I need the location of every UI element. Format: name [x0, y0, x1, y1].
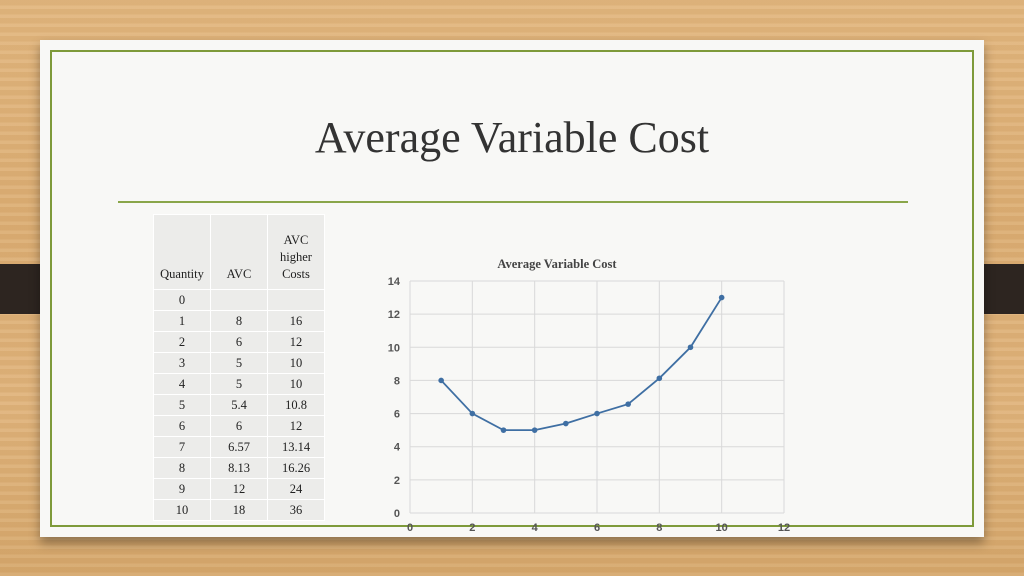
data-point [625, 401, 631, 407]
table-cell: 7 [153, 436, 211, 458]
table-cell: 6 [153, 415, 211, 437]
header-avc: AVC [210, 214, 268, 290]
y-tick-label: 10 [388, 342, 400, 354]
table-cell [267, 289, 325, 311]
table-cell: 8 [210, 310, 268, 332]
table-cell: 12 [210, 478, 268, 500]
data-point [438, 377, 444, 384]
table-cell: 16.26 [267, 457, 325, 479]
y-tick-label: 2 [394, 475, 400, 487]
series-line [440, 297, 723, 432]
x-tick-label: 0 [407, 522, 413, 534]
table-cell: 4 [153, 373, 211, 395]
table-cell: 16 [267, 310, 325, 332]
table-row: 4 5 10 [153, 373, 325, 395]
table-row: 10 18 36 [153, 499, 325, 521]
data-point [687, 344, 694, 351]
table-cell: 12 [267, 415, 325, 437]
data-point [656, 375, 663, 382]
table-cell: 12 [267, 331, 325, 353]
chart-grid [409, 280, 785, 514]
data-table: Quantity AVC AVC higher Costs 0 1 8 16 2 6 12 3 5 1… [153, 214, 325, 521]
slide: Average Variable Cost Quantity AVC AVC hi… [40, 40, 984, 537]
x-tick-label: 8 [656, 522, 662, 534]
data-point [718, 294, 725, 301]
x-tick-label: 12 [778, 522, 790, 534]
y-tick-label: 12 [388, 309, 400, 321]
table-cell: 9 [153, 478, 211, 500]
table-cell: 36 [267, 499, 325, 521]
table-cell: 6.57 [210, 436, 268, 458]
table-cell: 13.14 [267, 436, 325, 458]
table-row: 5 5.4 10.8 [153, 394, 325, 416]
y-tick-label: 14 [388, 276, 401, 288]
table-cell: 8.13 [210, 457, 268, 479]
table-cell: 2 [153, 331, 211, 353]
table-header-row: Quantity AVC AVC higher Costs [153, 214, 325, 290]
table-row: 0 [153, 289, 325, 311]
x-tick-label: 6 [594, 522, 600, 534]
header-quantity: Quantity [153, 214, 211, 290]
table-row: 8 8.13 16.26 [153, 457, 325, 479]
y-tick-label: 0 [394, 508, 400, 520]
chart-axis-labels: 0 2 4 6 8 10 12 14 0 2 4 6 8 10 12 [388, 276, 790, 534]
table-cell: 10 [153, 499, 211, 521]
data-point [469, 410, 476, 417]
table-cell: 1 [153, 310, 211, 332]
table-row: 6 6 12 [153, 415, 325, 437]
header-avc-higher-costs: AVC higher Costs [267, 214, 325, 290]
table-row: 2 6 12 [153, 331, 325, 353]
chart-series [438, 294, 725, 433]
x-tick-label: 4 [532, 522, 539, 534]
table-cell: 5 [210, 352, 268, 374]
data-point [563, 420, 569, 427]
table-cell: 5 [210, 373, 268, 395]
table-cell: 10.8 [267, 394, 325, 416]
y-tick-label: 6 [394, 409, 400, 421]
data-point [500, 427, 507, 433]
table-row: 7 6.57 13.14 [153, 436, 325, 458]
data-point [531, 427, 538, 433]
table-cell: 10 [267, 352, 325, 374]
table-row: 9 12 24 [153, 478, 325, 500]
table-cell: 10 [267, 373, 325, 395]
table-cell: 18 [210, 499, 268, 521]
title-divider [118, 201, 908, 203]
y-tick-label: 8 [394, 375, 400, 387]
y-tick-label: 4 [394, 442, 401, 454]
table-row: 1 8 16 [153, 310, 325, 332]
data-point [594, 410, 600, 417]
avc-chart: Average Variable Cost 0 2 4 6 8 10 12 14 0 2 4 6 8 10… [388, 257, 790, 534]
slide-border [50, 50, 974, 527]
table-cell: 6 [210, 331, 268, 353]
table-cell: 3 [153, 352, 211, 374]
slide-title: Average Variable Cost [314, 113, 710, 162]
table-cell: 24 [267, 478, 325, 500]
table-cell: 6 [210, 415, 268, 437]
chart-title: Average Variable Cost [497, 257, 617, 271]
table-cell: 0 [153, 289, 211, 311]
x-tick-label: 10 [716, 522, 728, 534]
table-cell: 8 [153, 457, 211, 479]
table-row: 3 5 10 [153, 352, 325, 374]
table-cell [210, 289, 268, 311]
table-cell: 5.4 [210, 394, 268, 416]
x-tick-label: 2 [469, 522, 475, 534]
table-cell: 5 [153, 394, 211, 416]
